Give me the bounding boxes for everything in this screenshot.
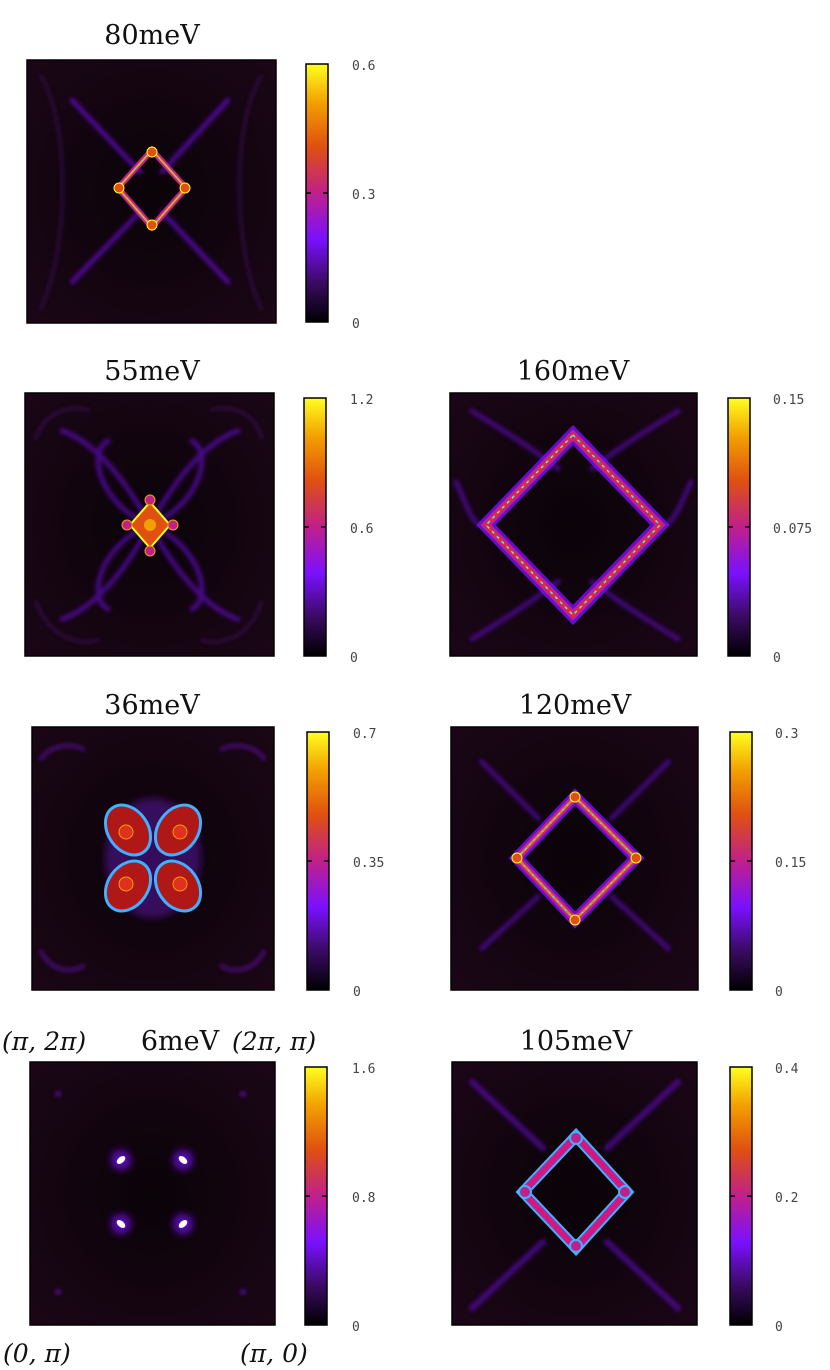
panel-title: 105meV: [520, 1026, 633, 1057]
panel-title: 80meV: [104, 20, 200, 51]
panel-120mev: 120meV 0.3 0.15 0: [450, 690, 806, 1000]
colorbar-tick-min: 0: [353, 985, 361, 1000]
colorbar-tick-mid: 0.3: [352, 188, 375, 203]
panel-6mev: 6meV (π, 2π) (2π, π) (0, π) (π, 0) 1.6: [2, 1026, 375, 1368]
heatmap-features: [452, 407, 695, 643]
colorbar-tick-max: 0.6: [352, 59, 375, 74]
colorbar-tick-min: 0: [352, 317, 360, 332]
colorbar-tick-mid: 0.6: [350, 522, 373, 537]
heatmap-features: [467, 1077, 683, 1313]
panel-55mev: 55meV 1.2 0.6 0: [24, 356, 373, 666]
heatmap-plot: [26, 59, 277, 324]
corner-label-bottom-right: (π, 0): [240, 1339, 308, 1368]
corner-label-top-left: (π, 2π): [2, 1027, 86, 1056]
colorbar-tick-max: 0.7: [353, 727, 376, 742]
panel-title: 6meV: [141, 1026, 220, 1057]
colorbar-tick-min: 0: [773, 651, 781, 666]
corner-label-bottom-left: (0, π): [3, 1339, 71, 1368]
colorbar-tick-max: 1.2: [350, 393, 373, 408]
heatmap-features: [38, 74, 264, 311]
panel-title: 120meV: [519, 690, 632, 721]
colorbar-tick-max: 0.4: [775, 1062, 799, 1077]
colorbar-tick-mid: 0.8: [352, 1191, 375, 1206]
heatmap-plot: [29, 1061, 276, 1326]
panel-36mev: 36meV 0.7 0.35 0: [31, 690, 384, 1000]
panel-80mev: 80meV 0.6 0.3 0: [26, 20, 375, 332]
colorbar-tick-mid: 0.075: [773, 522, 812, 537]
colorbar-tick-min: 0: [775, 985, 783, 1000]
panel-title: 55meV: [104, 356, 200, 387]
heatmap-features: [55, 1091, 246, 1295]
colorbar-tick-max: 1.6: [352, 1062, 375, 1077]
panel-title: 160meV: [517, 356, 630, 387]
corner-label-top-right: (2π, π): [232, 1027, 316, 1056]
panel-105mev: 105meV 0.4 0.2 0: [451, 1026, 799, 1335]
colorbar-tick-min: 0: [352, 1320, 360, 1335]
colorbar-tick-mid: 0.2: [775, 1191, 798, 1206]
colorbar-tick-max: 0.15: [773, 393, 804, 408]
heatmap-features: [33, 406, 264, 644]
heatmap-features: [478, 758, 672, 952]
colorbar-tick-mid: 0.15: [775, 856, 806, 871]
panel-title: 36meV: [104, 690, 200, 721]
colorbar-tick-min: 0: [775, 1320, 783, 1335]
colorbar-tick-max: 0.3: [775, 727, 798, 742]
colorbar-tick-min: 0: [350, 651, 358, 666]
panel-160mev: 160meV 0.15 0.075 0: [449, 356, 812, 666]
colorbar-tick-mid: 0.35: [353, 856, 384, 871]
heatmap-features: [38, 743, 267, 972]
